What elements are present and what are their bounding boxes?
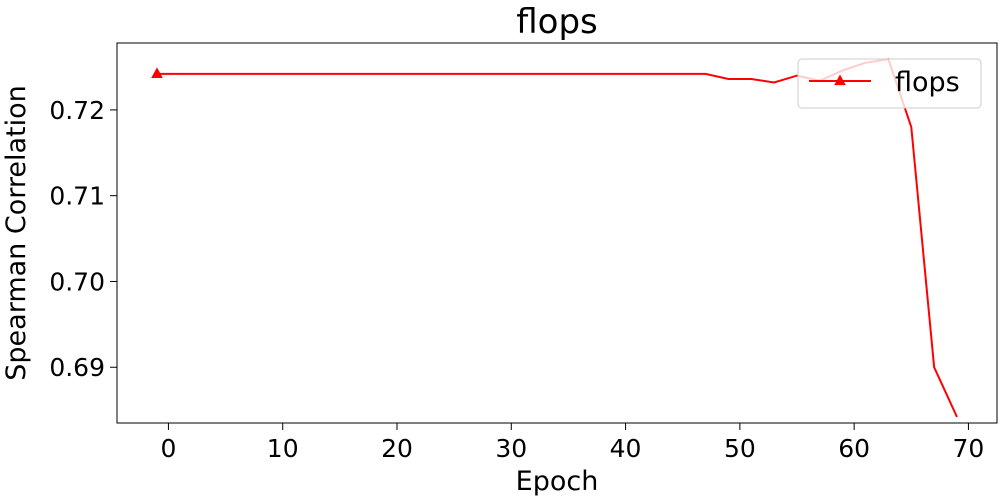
x-tick-label: 20 bbox=[381, 434, 413, 463]
x-tick-label: 50 bbox=[724, 434, 756, 463]
x-tick-label: 30 bbox=[495, 434, 527, 463]
series-markers-flops bbox=[151, 67, 163, 78]
x-tick-label: 60 bbox=[838, 434, 870, 463]
y-tick-label: 0.69 bbox=[49, 353, 105, 382]
legend-label-flops: flops bbox=[895, 67, 960, 98]
x-tick-label: 70 bbox=[953, 434, 985, 463]
y-tick-label: 0.71 bbox=[49, 182, 105, 211]
y-axis-ticks: 0.69 0.70 0.71 0.72 bbox=[49, 96, 117, 382]
series-marker bbox=[151, 67, 163, 78]
legend: flops bbox=[797, 58, 982, 109]
x-axis-label: Epoch bbox=[516, 466, 599, 497]
y-axis-label: Spearman Correlation bbox=[1, 85, 32, 380]
x-axis-ticks: 0 10 20 30 40 50 60 70 bbox=[160, 423, 984, 463]
y-tick-label: 0.70 bbox=[49, 267, 105, 296]
y-tick-label: 0.72 bbox=[49, 96, 105, 125]
x-tick-label: 0 bbox=[160, 434, 176, 463]
plot-area: 0 10 20 30 40 50 60 70 0.69 0.70 0.71 0.72 flops bbox=[49, 42, 998, 463]
legend-marker-flops bbox=[834, 74, 846, 86]
legend-box bbox=[797, 58, 982, 109]
x-tick-label: 10 bbox=[267, 434, 299, 463]
x-tick-label: 40 bbox=[610, 434, 642, 463]
chart-title: flops bbox=[516, 2, 598, 42]
